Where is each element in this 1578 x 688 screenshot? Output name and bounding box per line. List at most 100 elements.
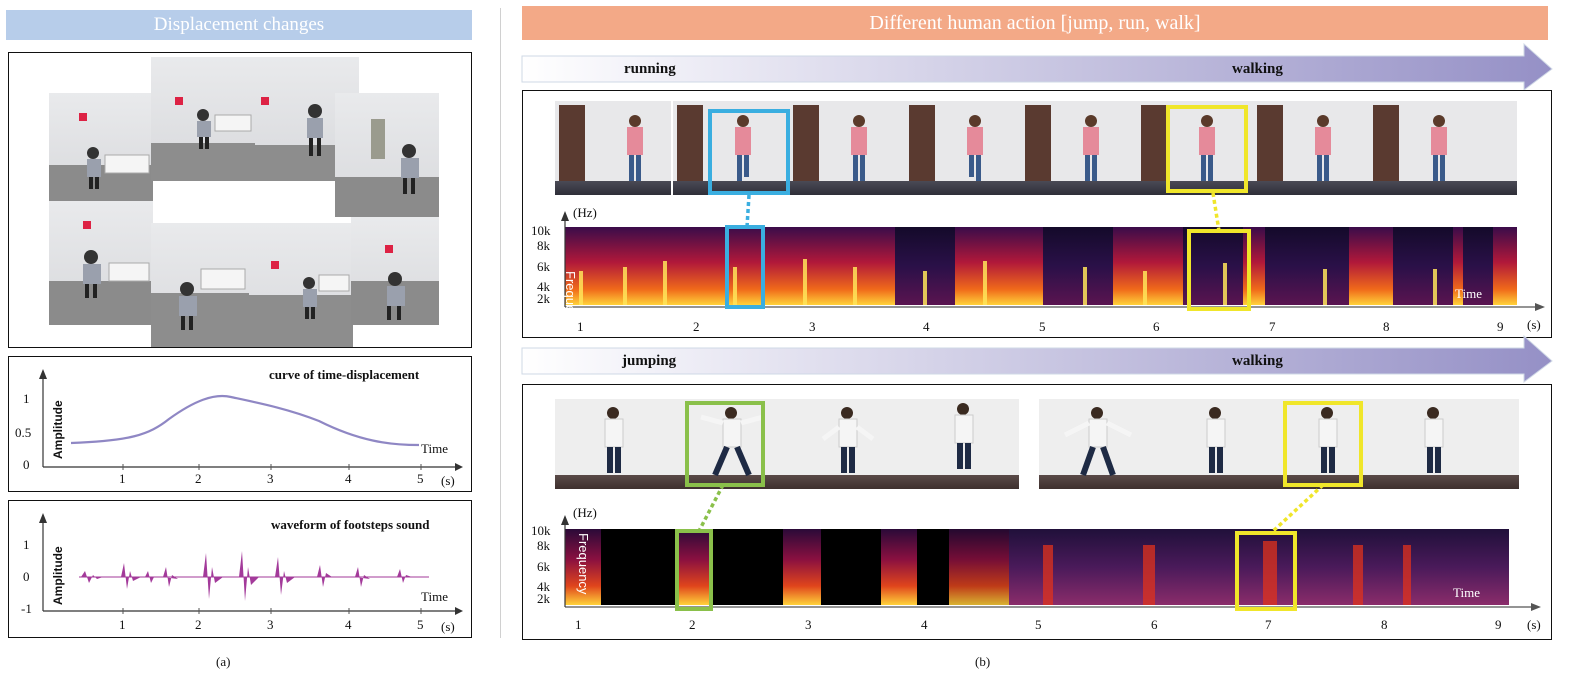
row2-freq-2k: 2k xyxy=(537,591,550,606)
row2-xtick-3: 3 xyxy=(805,617,812,632)
displacement-curve xyxy=(70,394,420,447)
row1-freq-8k: 8k xyxy=(537,238,550,253)
row2-freq-8k: 8k xyxy=(537,538,550,553)
row2-connector-green xyxy=(697,484,725,532)
waveform-plot-panel: waveform of footsteps sound Amplitude 1 … xyxy=(8,500,472,638)
row2-panel: (Hz) Frequency 10k 8k 6k 4k 2k Time (s) … xyxy=(522,384,1552,640)
row1-freq-10k: 10k xyxy=(531,223,551,238)
row2-freq-label: Frequency xyxy=(576,533,591,595)
x-axis-arrow xyxy=(455,607,463,615)
row1-xtick-3: 3 xyxy=(809,319,816,334)
curve-x-ticks xyxy=(122,464,422,470)
row1-xtick-4: 4 xyxy=(923,319,930,334)
wave-xlabel: Time xyxy=(421,589,448,604)
row2-connector-yellow xyxy=(1269,483,1325,535)
divider xyxy=(500,8,501,638)
row2-unit: (s) xyxy=(1527,617,1541,632)
row1-freq-4k: 4k xyxy=(537,279,550,294)
curve-ytick-05: 0.5 xyxy=(15,425,32,440)
row2-graphics xyxy=(555,399,1541,611)
row2-label-jumping: jumping xyxy=(622,353,677,369)
curve-xtick-2: 2 xyxy=(195,471,202,486)
row1-frames xyxy=(555,101,1517,195)
row1-highlight-spec-blue xyxy=(725,225,765,309)
curve-xtick-4: 4 xyxy=(345,471,352,486)
wave-ytick-1: 1 xyxy=(23,537,30,552)
row1-xtick-9: 9 xyxy=(1497,319,1504,334)
curve-plot xyxy=(39,369,463,471)
curve-xlabel: Time xyxy=(421,441,448,456)
row2-xtick-7: 7 xyxy=(1265,617,1272,632)
waveform-plot xyxy=(39,513,463,615)
row2-xtick-2: 2 xyxy=(689,617,696,632)
row1-time-arrow xyxy=(1535,303,1545,311)
row2-freq-10k: 10k xyxy=(531,523,551,538)
curve-title: curve of time-displacement xyxy=(269,367,420,382)
wave-xtick-1: 1 xyxy=(119,617,126,632)
row1-xtick-5: 5 xyxy=(1039,319,1046,334)
row1-freq-arrow xyxy=(561,211,569,221)
row1-connector-blue xyxy=(745,194,751,228)
row1-connector-yellow xyxy=(1211,192,1221,232)
wave-xtick-3: 3 xyxy=(267,617,274,632)
wave-ytick-0: 0 xyxy=(23,569,30,584)
banner-displacement: Displacement changes xyxy=(6,10,472,40)
row1-xtick-2: 2 xyxy=(693,319,700,334)
row2-highlight-spec-green xyxy=(675,529,713,611)
wave-xtick-5: 5 xyxy=(417,617,424,632)
row2-xtick-5: 5 xyxy=(1035,617,1042,632)
wave-unit: (s) xyxy=(441,619,455,634)
row2-spectrogram xyxy=(565,529,1509,605)
wave-title: waveform of footsteps sound xyxy=(271,517,430,532)
row2-freq-6k: 6k xyxy=(537,559,550,574)
x-axis-arrow xyxy=(455,463,463,471)
row2-xtick-6: 6 xyxy=(1151,617,1158,632)
banner-human-action: Different human action [jump, run, walk] xyxy=(522,6,1548,40)
row1-arrow xyxy=(521,42,1553,91)
row1-freq-label: Frequency xyxy=(563,271,578,333)
figure-label-b: (b) xyxy=(975,654,991,669)
row1-freq-unit: (Hz) xyxy=(573,205,597,220)
row1-highlight-frame-blue xyxy=(708,109,790,195)
row1-label-walking: walking xyxy=(1232,61,1283,77)
row2-xtick-1: 1 xyxy=(575,617,582,632)
row1-freq-2k: 2k xyxy=(537,291,550,306)
row1-highlight-frame-yellow xyxy=(1166,105,1248,193)
row1-label-running: running xyxy=(624,61,676,77)
row2-xtick-4: 4 xyxy=(921,617,928,632)
footstep-pulses xyxy=(81,551,412,601)
row1-xtick-6: 6 xyxy=(1153,319,1160,334)
curve-xtick-5: 5 xyxy=(417,471,424,486)
y-axis-arrow xyxy=(39,369,47,379)
photo-collage xyxy=(49,57,439,347)
wave-xtick-4: 4 xyxy=(345,617,352,632)
curve-plot-panel: curve of time-displacement Amplitude 1 0… xyxy=(8,356,472,492)
row1-time-label: Time xyxy=(1455,286,1482,301)
wave-ylabel: Amplitude xyxy=(51,546,65,605)
row1-freq-6k: 6k xyxy=(537,259,550,274)
row2-time-arrow xyxy=(1531,603,1541,611)
curve-xtick-3: 3 xyxy=(267,471,274,486)
row2-highlight-frame-green xyxy=(685,401,765,487)
row1-unit: (s) xyxy=(1527,317,1541,332)
row1-spectrogram xyxy=(565,227,1517,305)
curve-ytick-1: 1 xyxy=(23,391,30,406)
row1-xtick-7: 7 xyxy=(1269,319,1276,334)
row2-label-walking: walking xyxy=(1232,353,1283,369)
row2-freq-arrow xyxy=(561,515,569,525)
row2-freq-4k: 4k xyxy=(537,579,550,594)
wave-ytick-neg1: -1 xyxy=(21,601,32,616)
row2-xtick-9: 9 xyxy=(1495,617,1502,632)
row2-freq-unit: (Hz) xyxy=(573,505,597,520)
wave-x-ticks xyxy=(122,608,422,614)
row1-xtick-1: 1 xyxy=(577,319,584,334)
row2-highlight-spec-yellow xyxy=(1235,531,1297,611)
figure-label-a: (a) xyxy=(216,654,231,669)
row2-time-label: Time xyxy=(1453,585,1480,600)
y-axis-arrow xyxy=(39,513,47,523)
row2-arrow xyxy=(521,334,1553,383)
row1-graphics xyxy=(555,101,1545,311)
photo-collage-panel xyxy=(8,52,472,348)
row1-xtick-8: 8 xyxy=(1383,319,1390,334)
curve-ytick-0: 0 xyxy=(23,457,30,472)
